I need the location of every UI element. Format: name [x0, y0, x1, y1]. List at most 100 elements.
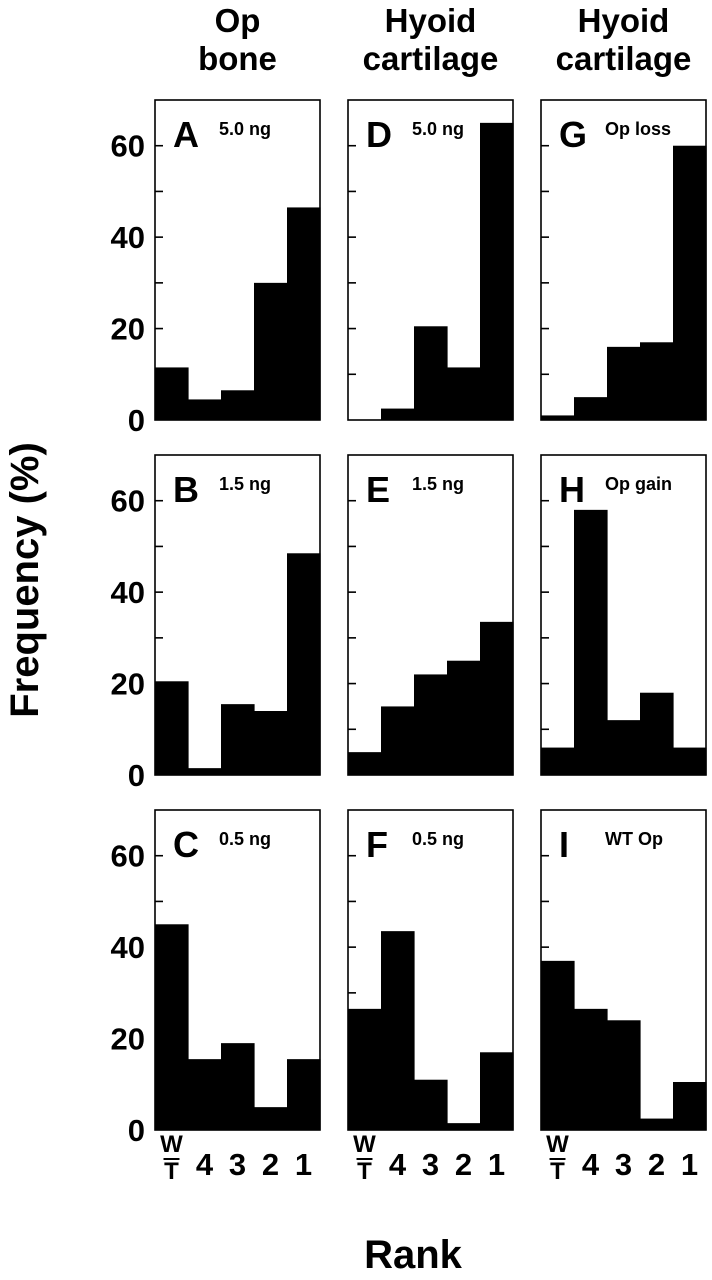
y-tick-label: 40	[111, 930, 145, 965]
column-header-line: Hyoid	[578, 2, 670, 39]
panel-letter: D	[366, 114, 392, 155]
panel-frame	[154, 454, 321, 776]
bar	[287, 553, 321, 775]
bar	[414, 674, 448, 775]
column-header-line: cartilage	[556, 40, 692, 77]
x-tick-label: 4	[196, 1147, 214, 1182]
panel-label: 0.5 ng	[219, 829, 271, 849]
bar	[254, 1107, 288, 1130]
y-tick-label: 60	[111, 484, 145, 519]
bar	[221, 1043, 255, 1130]
panel-label: 0.5 ng	[412, 829, 464, 849]
y-tick-label: 20	[111, 667, 145, 702]
panel-h: H Op gain	[540, 454, 707, 776]
bar	[414, 1079, 448, 1130]
x-tick-label: 3	[229, 1147, 246, 1182]
panel-frame	[540, 454, 707, 776]
column-header-line: bone	[198, 40, 277, 77]
bar	[188, 768, 222, 775]
panel-b: 0 20 40 60 B 1.5 ng	[111, 454, 321, 793]
panel-frame	[154, 809, 321, 1131]
bar	[574, 1008, 608, 1130]
bar	[155, 681, 189, 775]
x-tick-label: 2	[455, 1147, 472, 1182]
bar	[221, 390, 255, 420]
panel-letter: E	[366, 469, 390, 510]
panel-frame	[347, 99, 514, 421]
column-header-line: cartilage	[363, 40, 499, 77]
y-tick-label: 0	[128, 758, 145, 793]
panel-letter: G	[559, 114, 587, 155]
bar	[607, 346, 641, 420]
x-tick-label: 4	[389, 1147, 407, 1182]
panel-frame	[154, 99, 321, 421]
bar	[480, 1052, 514, 1130]
x-tick-label: 3	[615, 1147, 632, 1182]
bar	[155, 367, 189, 420]
panel-letter: I	[559, 824, 569, 865]
bar	[480, 122, 514, 420]
y-tick-label: 0	[128, 1113, 145, 1148]
panel-letter: A	[173, 114, 199, 155]
bar	[447, 367, 481, 420]
y-tick-label: 20	[111, 1022, 145, 1057]
bar	[348, 1008, 382, 1130]
bar	[447, 1123, 481, 1130]
bar	[574, 509, 608, 775]
bar	[381, 408, 415, 420]
panel-e: E 1.5 ng	[347, 454, 514, 776]
panel-label: 5.0 ng	[412, 119, 464, 139]
bar	[348, 752, 382, 775]
bar	[155, 924, 189, 1130]
x-axis-label: Rank	[364, 1233, 463, 1277]
panel-f: F 0.5 ng W T 4 3 2 1	[347, 809, 514, 1185]
x-tick-label: 2	[262, 1147, 279, 1182]
panel-frame	[347, 809, 514, 1131]
panel-letter: H	[559, 469, 585, 510]
bar	[607, 1020, 641, 1130]
panel-frame	[540, 99, 707, 421]
y-tick-label: 40	[111, 575, 145, 610]
bar	[574, 397, 608, 420]
y-tick-label: 60	[111, 839, 145, 874]
bar	[640, 692, 674, 775]
panel-letter: F	[366, 824, 388, 865]
bar	[188, 1059, 222, 1130]
panels: 0 20 40 60 A 5.0 ng 0 20 40 60 B 1.5 ng 0 20 40 60 C 0.5 …	[111, 99, 707, 1185]
y-tick-label: 0	[128, 403, 145, 438]
x-tick-label: 1	[295, 1147, 312, 1182]
bar	[673, 1082, 707, 1130]
y-tick-label: 20	[111, 312, 145, 347]
panel-label: 1.5 ng	[412, 474, 464, 494]
panel-frame	[540, 809, 707, 1131]
column-header-line: Hyoid	[385, 2, 477, 39]
panel-label: Op loss	[605, 119, 671, 139]
panel-g: G Op loss	[540, 99, 707, 421]
bar	[287, 1059, 321, 1130]
bar	[254, 282, 288, 420]
bar	[607, 720, 641, 775]
panel-i: I WT Op W T 4 3 2 1	[540, 809, 707, 1185]
bar	[447, 660, 481, 775]
x-tick-label: 1	[681, 1147, 698, 1182]
bar	[381, 931, 415, 1130]
bar	[673, 145, 707, 420]
bar	[541, 415, 575, 420]
bar	[541, 960, 575, 1130]
y-axis-label: Frequency (%)	[3, 442, 47, 718]
panel-frame	[347, 454, 514, 776]
panel-label: WT Op	[605, 829, 663, 849]
bar	[640, 342, 674, 420]
bar	[480, 621, 514, 775]
bar	[221, 704, 255, 775]
panel-letter: B	[173, 469, 199, 510]
y-tick-label: 40	[111, 220, 145, 255]
x-tick-label: 1	[488, 1147, 505, 1182]
bar	[640, 1118, 674, 1130]
bar	[381, 706, 415, 775]
